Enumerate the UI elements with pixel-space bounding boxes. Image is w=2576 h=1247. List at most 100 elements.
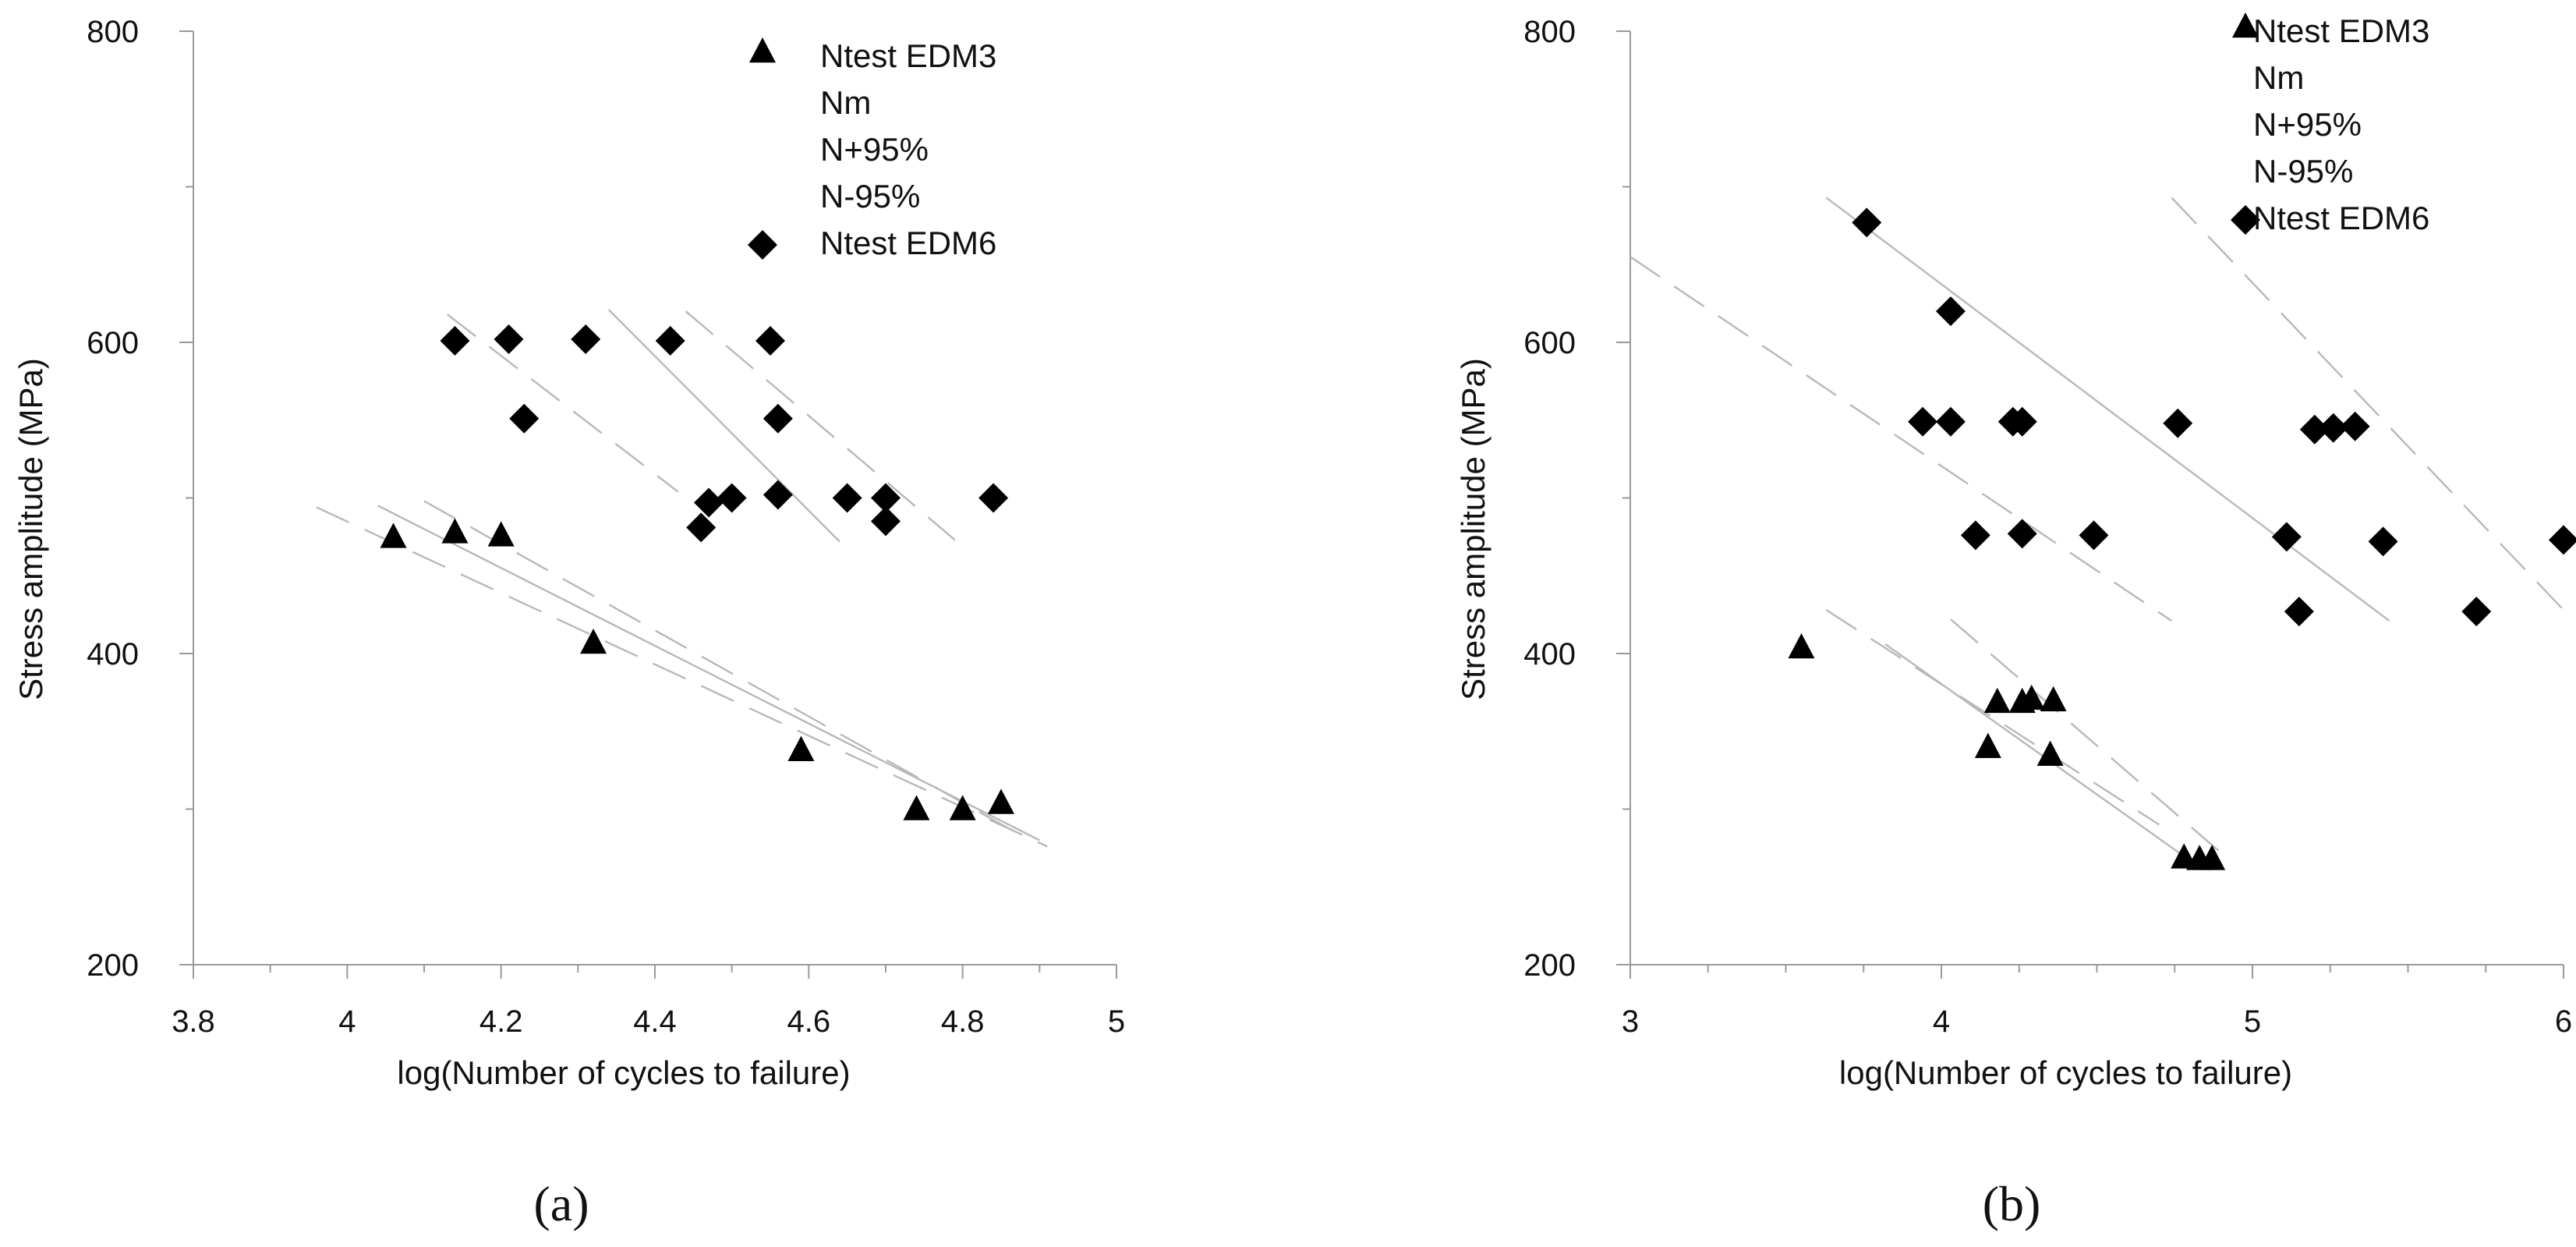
legend-label: N-95% [2253,153,2353,190]
x-tick-label: 3 [1622,1004,1639,1039]
edm3-point [787,735,815,761]
legend: Ntest EDM3 Nm N+95% N-95% Ntest EDM6 [748,37,996,261]
legend-triangle-marker [2232,12,2259,38]
edm6-point [871,483,901,513]
edm3-point [2036,740,2064,766]
x-tick-label: 3.8 [172,1004,215,1039]
edm6-point [2368,526,2398,557]
legend-label: Nm [820,84,871,121]
x-tick-label: 4 [338,1004,356,1039]
x-tick-label: 6 [2555,1004,2572,1039]
edm3-point [988,788,1014,814]
edm6-point [2318,413,2348,443]
edm3-point [487,521,515,547]
edm3-point [1974,732,2001,758]
legend-label: Ntest EDM3 [2253,12,2429,49]
line-edm3-n-plus-95 [423,500,1025,838]
legend-label: Nm [2253,59,2304,96]
x-tick-label: 4 [1933,1004,1950,1039]
legend-label: N-95% [820,178,920,214]
y-tick-label: 600 [87,326,139,360]
edm6-point [1935,296,1966,327]
legend-triangle-marker [749,37,776,63]
x-axis-title: log(Number of cycles to failure) [1839,1054,2292,1091]
edm6-point [2007,406,2037,437]
line-edm3-n-minus-95 [1825,609,2160,826]
x-tick-label: 5 [1108,1004,1125,1039]
x-tick-label: 4.2 [479,1004,523,1039]
line-edm6-nm [1825,197,2390,622]
edm6-point [2163,408,2193,438]
legend-diamond-marker [2231,205,2260,235]
edm6-point [2299,414,2330,445]
edm6-point [2461,597,2492,627]
legend-label: N+95% [820,131,929,168]
y-axis-title: Stress amplitude (MPa) [12,358,49,700]
panel-label: (b) [1983,1176,2041,1231]
line-edm6-n-plus-95 [2171,197,2564,611]
edm6-point [440,326,470,356]
edm3-point [380,523,407,548]
edm6-point [686,512,717,543]
x-tick-label: 4.8 [941,1004,985,1039]
edm3-point [2040,685,2067,712]
y-axis-title: Stress amplitude (MPa) [1455,358,1491,700]
edm3-point [1788,632,1815,659]
edm6-point [978,483,1009,513]
edm6-point [509,403,540,434]
edm3-point [2018,684,2045,710]
legend-label: Ntest EDM6 [2253,200,2429,236]
edm6-point [832,483,862,513]
panel-label: (a) [533,1176,589,1231]
edm6-point [763,403,793,434]
chart-panel-b: 200 400 600 800 3 4 5 6 log(Number of cycles to … [1455,12,2576,1231]
edm6-point [2549,525,2576,555]
edm3-point [903,795,930,820]
legend-diamond-marker [748,230,777,260]
legend-label: N+95% [2253,106,2362,143]
x-tick-label: 4.6 [787,1004,831,1039]
chart-panel-a: 200 400 600 800 3.8 4 4.2 4.4 4.6 4.8 5 log(Number … [12,15,1125,1231]
legend: Ntest EDM3 Nm N+95% N-95% Ntest EDM6 [2231,12,2429,236]
edm3-point [949,795,976,820]
edm6-point [2007,519,2037,549]
legend-label: Ntest EDM6 [820,225,996,261]
line-edm6-nm [607,309,840,543]
line-edm6-n-minus-95 [446,314,679,493]
line-edm3-nm [377,505,1040,841]
line-edm6-n-plus-95 [685,310,956,541]
y-tick-label: 600 [1523,326,1576,360]
y-tick-label: 400 [1523,637,1576,671]
edm6-point [763,480,793,510]
edm6-point [655,326,685,356]
edm6-point [2079,520,2109,551]
x-axis-title: log(Number of cycles to failure) [397,1054,850,1091]
y-tick-label: 800 [1523,15,1576,49]
edm6-point [2340,411,2370,441]
edm6-point [2271,522,2302,552]
edm6-point [571,324,601,355]
x-tick-label: 4.4 [633,1004,677,1039]
legend-label: Ntest EDM3 [820,37,996,74]
edm6-point [717,483,747,513]
edm3-point [2199,845,2226,870]
edm6-point [871,506,901,537]
edm6-point [1852,207,1882,238]
x-tick-label: 5 [2244,1004,2261,1039]
edm6-point [1908,406,1938,437]
edm6-point [1935,406,1966,437]
line-edm3-n-minus-95 [316,506,1048,848]
edm6-point [1960,520,1990,551]
edm6-point [494,324,524,355]
edm3-point [1983,687,2011,714]
y-tick-label: 200 [1523,948,1576,983]
edm3-point [441,518,469,544]
line-edm3-n-plus-95 [1950,618,2225,857]
edm6-point [2284,597,2314,627]
edm3-point [580,629,607,654]
edm6-point [694,487,724,518]
y-tick-label: 200 [87,948,139,983]
line-edm6-n-minus-95 [1629,256,2172,622]
edm6-point [755,326,785,356]
